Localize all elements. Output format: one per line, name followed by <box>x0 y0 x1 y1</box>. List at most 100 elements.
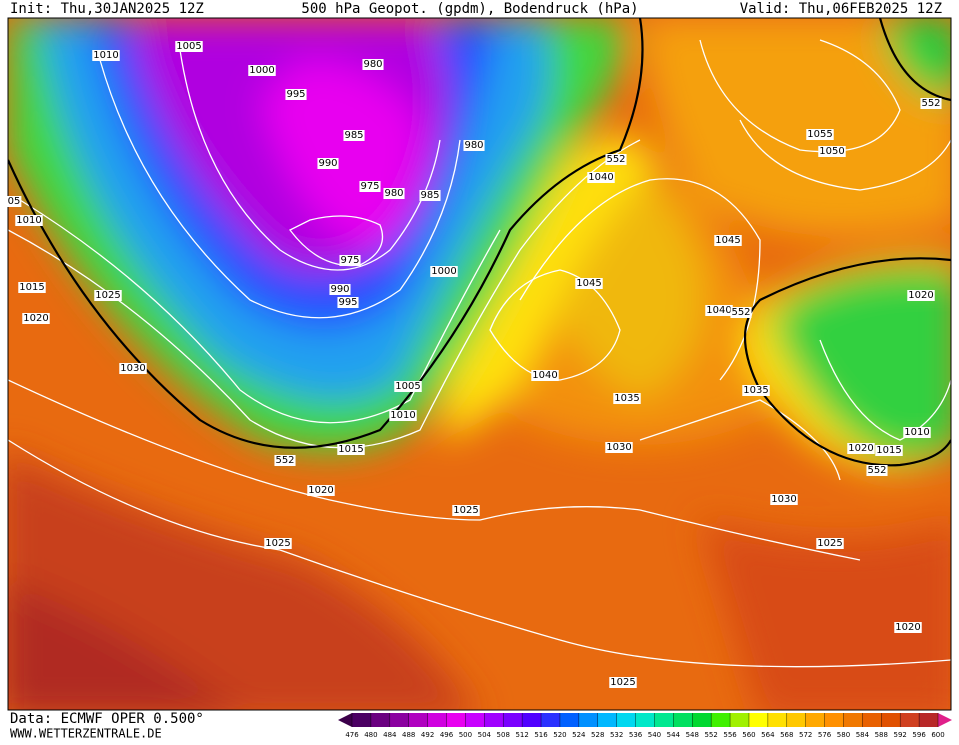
isobar-label-bg <box>15 215 43 226</box>
colorbar-bin <box>654 713 674 727</box>
isobar-label-bg <box>430 266 458 277</box>
colorbar-label: 564 <box>761 731 775 739</box>
colorbar-bin <box>635 713 655 727</box>
colorbar-bin <box>541 713 561 727</box>
isobar-label-bg <box>705 305 733 316</box>
isobar-label: 552 <box>275 455 294 466</box>
colorbar-label: 516 <box>534 731 548 739</box>
colorbar-bin <box>578 713 599 727</box>
isobar-label-bg <box>248 65 276 76</box>
valid-time: Valid: Thu,06FEB2025 12Z <box>740 1 942 17</box>
isobar-label-bg <box>575 278 603 289</box>
isobar-label-bg <box>362 59 384 70</box>
colorbar-bin <box>730 713 750 727</box>
colorbar-label: 528 <box>591 731 604 739</box>
isobar-label-bg <box>903 427 931 438</box>
isobar-label-bg <box>866 465 888 476</box>
isobar-label: 1045 <box>576 278 601 289</box>
isobar-label: 1050 <box>819 146 844 157</box>
isobar-label: 552 <box>867 465 886 476</box>
colorbar-label: 508 <box>497 731 510 739</box>
colorbar-bin <box>446 713 466 727</box>
isobar-label: 990 <box>318 158 337 169</box>
isobar-label-bg <box>18 282 46 293</box>
colorbar-bin <box>786 713 807 727</box>
isobar-label: 1020 <box>848 443 873 454</box>
colorbar-label: 600 <box>931 731 944 739</box>
isobar-label: 985 <box>420 190 439 201</box>
isobar-label-bg <box>613 393 641 404</box>
isobar-label: 1040 <box>588 172 613 183</box>
colorbar-label: 552 <box>704 731 717 739</box>
isobar-label-bg <box>847 443 875 454</box>
isobar-label-bg <box>175 41 203 52</box>
colorbar-label: 572 <box>799 731 812 739</box>
isobar-label: 552 <box>731 307 750 318</box>
colorbar-label: 512 <box>515 731 528 739</box>
colorbar-label: 480 <box>364 731 377 739</box>
isobar-label: 995 <box>338 297 357 308</box>
isobar-label-bg <box>6 196 22 207</box>
colorbar-bin <box>597 713 618 727</box>
isobar-label: 980 <box>464 140 483 151</box>
isobar-label-bg <box>337 444 365 455</box>
colorbar-bin <box>748 713 769 727</box>
colorbar-arrow-left <box>338 713 352 727</box>
colorbar-label: 556 <box>723 731 737 739</box>
isobar-label-bg <box>463 140 485 151</box>
isobar-label: 1025 <box>453 505 478 516</box>
isobar-label: 975 <box>340 255 359 266</box>
isobar-label-bg <box>920 98 942 109</box>
colorbar-bin <box>692 713 712 727</box>
isobar-label: 980 <box>384 188 403 199</box>
isobar-label: 1010 <box>390 410 415 421</box>
isobar-label: 1025 <box>610 677 635 688</box>
isobar-label: 1025 <box>95 290 120 301</box>
isobar-label-bg <box>806 129 834 140</box>
colorbar-label: 540 <box>648 731 661 739</box>
colorbar-bin <box>370 713 391 727</box>
colorbar-bin <box>767 713 788 727</box>
colorbar-label: 488 <box>402 731 415 739</box>
colorbar-label: 500 <box>459 731 472 739</box>
isobar-label-bg <box>730 307 752 318</box>
colorbar-label: 592 <box>894 731 907 739</box>
isobar-label-bg <box>389 410 417 421</box>
colorbar-label: 568 <box>780 731 793 739</box>
isobar-label: 1010 <box>16 215 41 226</box>
colorbar-label: 576 <box>818 731 832 739</box>
colorbar-label: 524 <box>572 731 586 739</box>
isobar-label: 1010 <box>93 50 118 61</box>
colorbar-arrow-right <box>938 713 952 727</box>
website: WWW.WETTERZENTRALE.DE <box>10 727 162 741</box>
colorbar-label: 588 <box>875 731 888 739</box>
colorbar-bin <box>427 713 448 727</box>
isobar-label-bg <box>307 485 335 496</box>
isobar-label-bg <box>119 363 147 374</box>
isobar-label: 1000 <box>249 65 274 76</box>
isobar-label-bg <box>742 385 770 396</box>
isobar-label-bg <box>264 538 292 549</box>
colorbar-label: 484 <box>383 731 397 739</box>
isobar-label: 1035 <box>743 385 768 396</box>
colorbar-bin <box>559 713 580 727</box>
colorbar-bin <box>408 713 429 727</box>
map-frame <box>7 17 952 711</box>
isobar-label: 1025 <box>817 538 842 549</box>
isobar-label: 1030 <box>606 442 631 453</box>
colorbar-label: 504 <box>478 731 492 739</box>
colorbar-bin <box>824 713 844 727</box>
colorbar-label: 496 <box>440 731 454 739</box>
colorbar-bin <box>389 713 410 727</box>
isobar-label: 1010 <box>904 427 929 438</box>
isobar-label: 1020 <box>23 313 48 324</box>
colorbar-bin <box>862 713 882 727</box>
isobar-label: 1015 <box>19 282 44 293</box>
isobar-label: 552 <box>606 154 625 165</box>
colorbar-label: 584 <box>856 731 870 739</box>
isobar-label: 1040 <box>532 370 557 381</box>
isobar-label-bg <box>317 158 339 169</box>
colorbar-bin <box>484 713 504 727</box>
isobar-label-bg <box>907 290 935 301</box>
isobar-label-bg <box>587 172 615 183</box>
